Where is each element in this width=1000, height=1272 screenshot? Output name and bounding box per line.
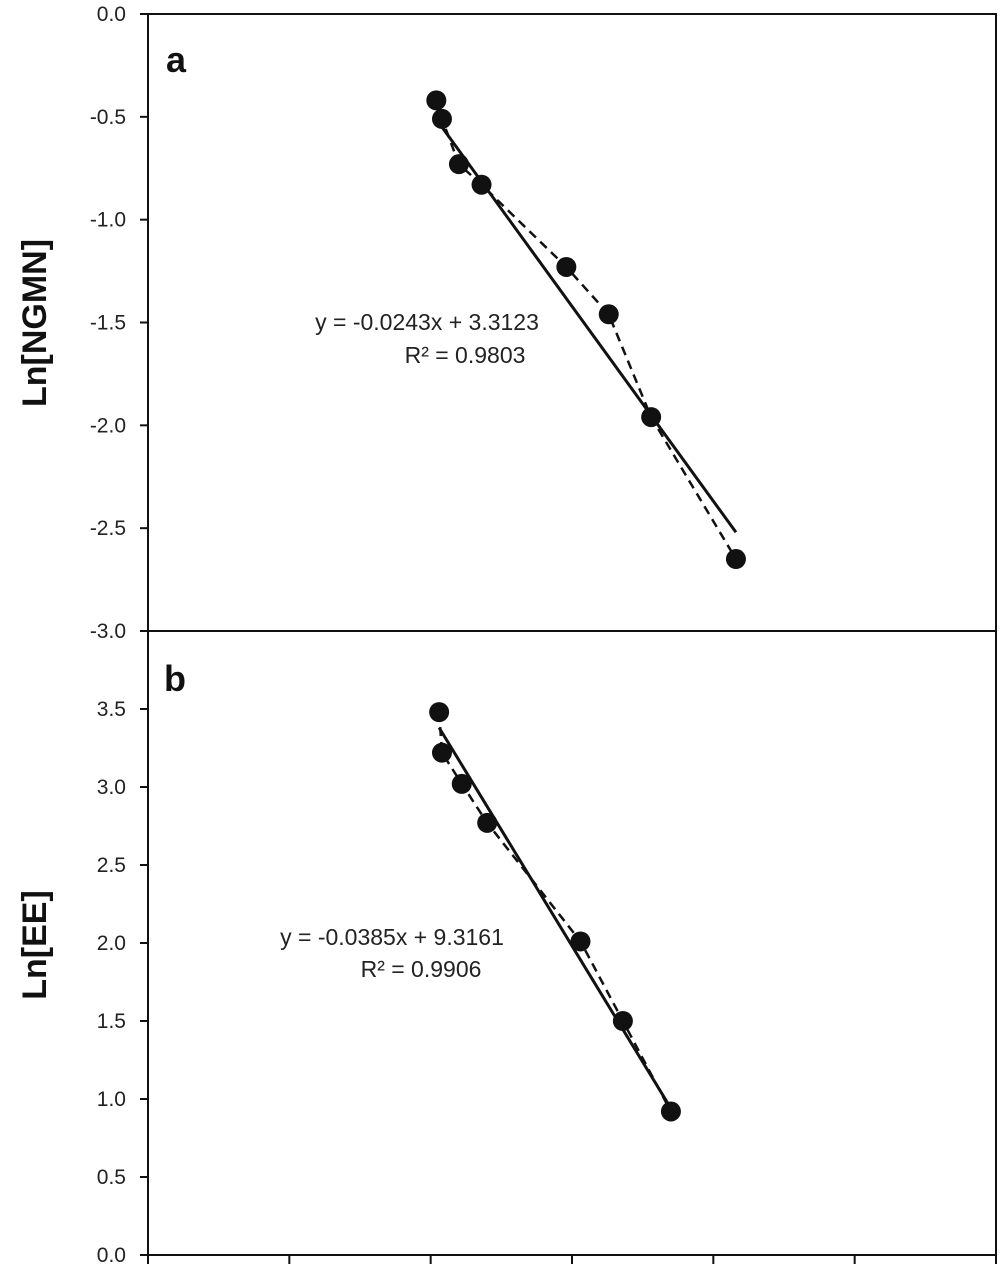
r-squared-a: R² = 0.9803 [405, 342, 526, 368]
panel-a: a Ln[NGMN] y = -0.0243x + 3.3123 R² = 0.… [16, 3, 997, 643]
data-point-b-5 [612, 1011, 633, 1031]
data-point-a-2 [448, 154, 469, 175]
y-tick-label-b-3: 2.0 [97, 932, 126, 955]
data-point-a-0 [426, 90, 447, 111]
panel-b: b Ln[EE] y = -0.0385x + 9.3161 R² = 0.99… [16, 630, 997, 1267]
data-point-b-1 [431, 742, 452, 763]
plot-frame-a [147, 13, 997, 632]
y-tick-label-a-0: 0.0 [97, 3, 126, 26]
y-tick-label-b-7: 0.0 [97, 1244, 126, 1267]
y-tick-label-a-2: -1.0 [90, 209, 126, 232]
data-point-b-0 [429, 702, 450, 723]
y-tick-label-b-6: 0.5 [97, 1166, 126, 1189]
y-tick-label-a-5: -2.5 [90, 517, 126, 540]
y-tick-label-b-4: 1.5 [97, 1010, 126, 1033]
data-point-a-3 [471, 174, 492, 195]
y-tick-label-b-1: 3.0 [97, 776, 126, 799]
y-tick-label-a-4: -2.0 [90, 414, 126, 437]
data-point-b-6 [660, 1101, 681, 1122]
y-axis-label-a: Ln[NGMN] [16, 239, 54, 407]
y-tick-label-a-1: -0.5 [90, 106, 126, 129]
equation-b: y = -0.0385x + 9.3161 [280, 924, 504, 950]
fit-line-a [440, 126, 738, 534]
data-point-a-5 [598, 304, 619, 325]
r-squared-b: R² = 0.9906 [361, 956, 482, 982]
dashed-series-line-a [435, 100, 737, 560]
data-point-a-1 [431, 108, 452, 129]
fit-line-b [437, 726, 673, 1110]
data-point-a-4 [556, 256, 577, 277]
y-tick-label-b-0: 3.5 [97, 698, 126, 721]
y-axis-label-b: Ln[EE] [16, 890, 54, 1000]
y-tick-label-b-2: 2.5 [97, 854, 126, 877]
panel-letter-a: a [166, 39, 187, 80]
y-tick-label-a-6: -3.0 [90, 620, 126, 643]
panel-letter-b: b [164, 658, 186, 699]
data-point-a-7 [725, 549, 746, 570]
equation-a: y = -0.0243x + 3.3123 [315, 309, 539, 335]
y-tick-label-a-3: -1.5 [90, 312, 126, 335]
data-point-b-2 [451, 773, 472, 794]
data-point-a-6 [641, 407, 662, 428]
data-point-b-3 [477, 812, 498, 833]
y-tick-label-b-5: 1.0 [97, 1088, 126, 1111]
data-point-b-4 [570, 931, 591, 952]
